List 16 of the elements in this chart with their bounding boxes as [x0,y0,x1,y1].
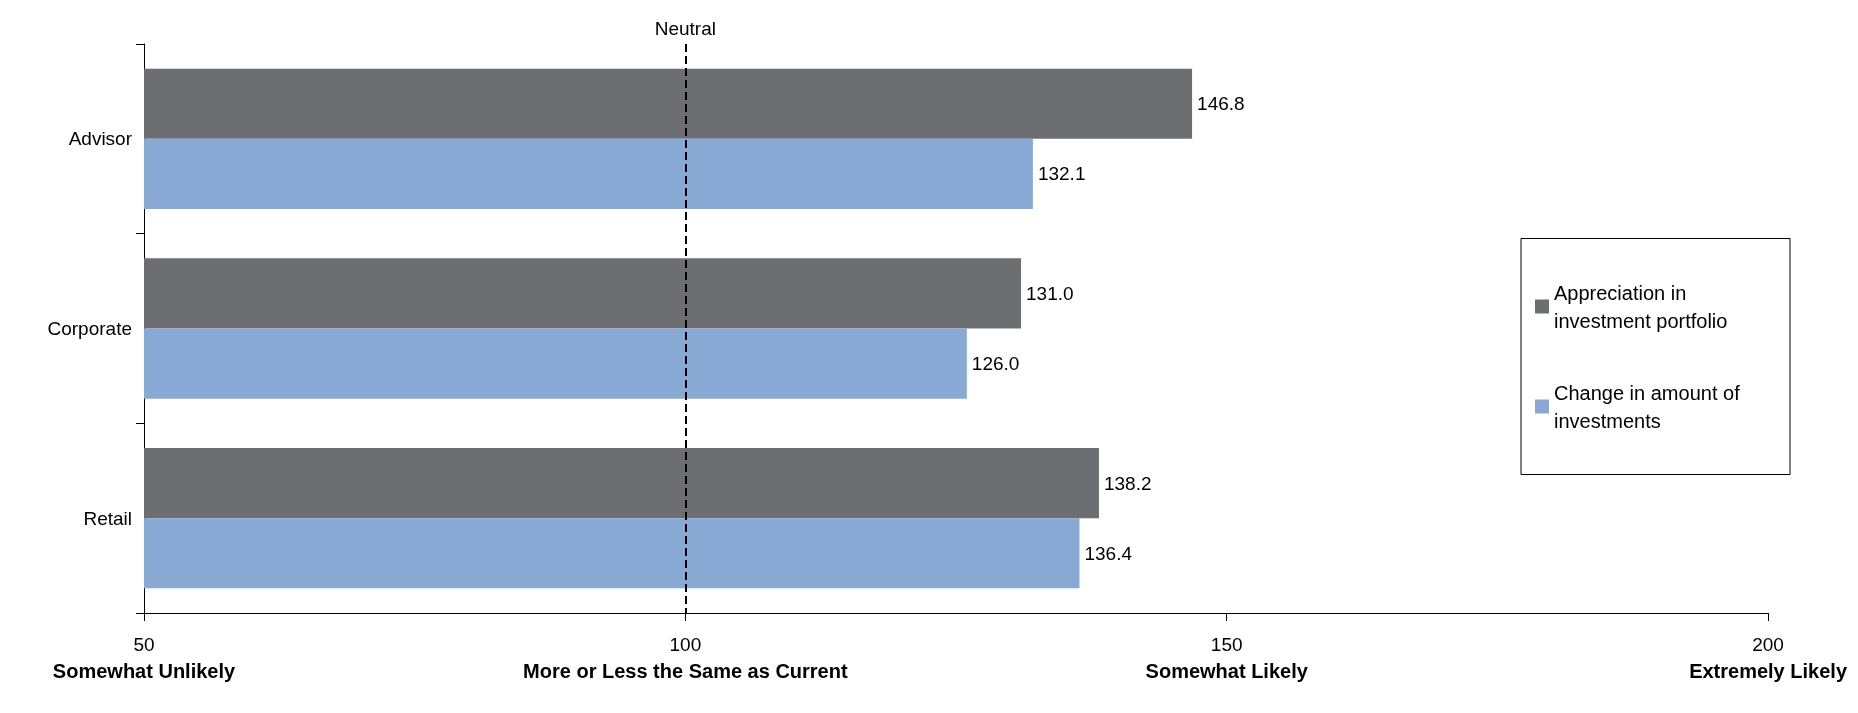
legend-label: Change in amount of investments [1554,381,1746,432]
x-tick-label: 100 More or Less the Same as Current [523,633,848,682]
y-tick-label: Advisor [68,128,133,150]
legend-label: Appreciation in investment portfolio [1554,281,1728,332]
data-label: 132.1 [1037,163,1086,185]
data-label: 131.0 [1025,282,1074,304]
data-label: 136.4 [1084,542,1133,564]
x-tick-label: 50 Somewhat Unlikely [52,633,237,682]
data-label: 126.0 [971,353,1020,375]
y-tick-label: Corporate [47,318,132,339]
ref-line-label: Neutral [654,18,716,39]
x-tick-label: 200 Extremely Likely [1689,633,1848,682]
y-tick-label: Retail [83,507,132,529]
data-label: 146.8 [1197,93,1245,115]
x-tick-label: 150 Somewhat Likely [1145,633,1309,682]
data-label: 138.2 [1103,472,1152,494]
